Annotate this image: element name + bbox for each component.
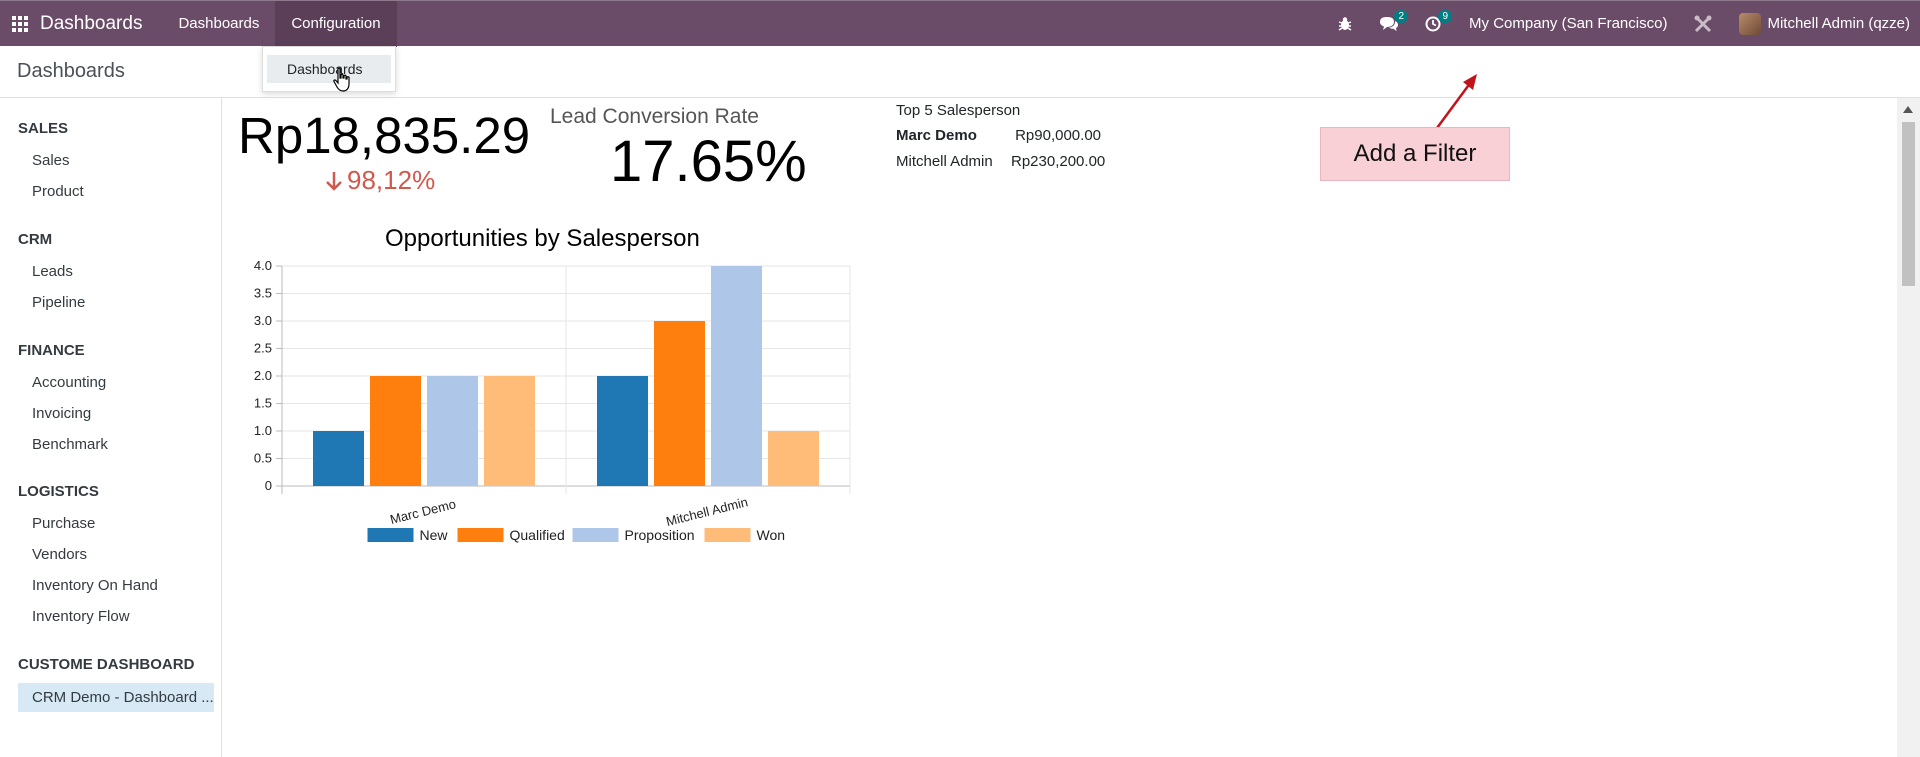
sidebar-section-custome-dashboard: CUSTOME DASHBOARD: [18, 656, 195, 673]
user-menu[interactable]: Mitchell Admin (qzze): [1726, 1, 1920, 47]
activities-icon[interactable]: 9: [1412, 1, 1456, 47]
dropdown-item-dashboards[interactable]: Dashboards: [267, 55, 391, 83]
top-salesperson-widget: Top 5 Salesperson Marc Demo Rp90,000.00 …: [896, 102, 1106, 179]
salesperson-amount: Rp90,000.00: [1015, 127, 1101, 144]
sidebar-section-crm: CRM: [18, 231, 53, 248]
legend-label: New: [420, 527, 449, 543]
scroll-thumb[interactable]: [1902, 122, 1915, 286]
debug-icon[interactable]: [1324, 1, 1366, 47]
chart-title: Opportunities by Salesperson: [385, 225, 700, 252]
bar: [370, 376, 421, 486]
salesperson-name: Marc Demo: [896, 127, 977, 144]
dashboard-content: Rp18,835.29 98,12% Lead Conversion Rate …: [222, 98, 1897, 757]
salesperson-name: Mitchell Admin: [896, 153, 993, 170]
messages-icon[interactable]: 2: [1366, 1, 1412, 47]
legend-swatch: [367, 528, 414, 542]
tools-icon[interactable]: [1680, 1, 1726, 47]
sidebar-item-sales[interactable]: Sales: [32, 152, 70, 169]
avatar: [1739, 12, 1762, 35]
sidebar-item-vendors[interactable]: Vendors: [32, 546, 88, 563]
y-tick-label: 2.0: [254, 368, 272, 383]
table-row: Marc Demo Rp90,000.00: [896, 127, 1101, 153]
sidebar-section-sales: SALES: [18, 120, 69, 137]
apps-menu-icon[interactable]: [0, 1, 40, 47]
sidebar-item-purchase[interactable]: Purchase: [32, 515, 96, 532]
sidebar-item-inventory-on-hand[interactable]: Inventory On Hand: [32, 577, 158, 594]
y-tick-label: 0.5: [254, 451, 272, 466]
lead-conversion-label: Lead Conversion Rate: [550, 105, 759, 128]
x-tick-label: Marc Demo: [389, 496, 458, 527]
scrollbar[interactable]: [1897, 98, 1920, 757]
y-tick-label: 3.0: [254, 313, 272, 328]
x-tick-label: Mitchell Admin: [664, 494, 749, 529]
top-salesperson-title: Top 5 Salesperson: [896, 102, 1021, 119]
app-brand[interactable]: Dashboards: [40, 12, 143, 34]
bar: [768, 431, 819, 486]
activities-badge: 9: [1438, 9, 1453, 23]
legend-label: Qualified: [510, 527, 565, 543]
sidebar-item-leads[interactable]: Leads: [32, 263, 73, 280]
kpi-change-value: 98,12%: [347, 165, 436, 195]
kpi-amount: Rp18,835.29: [238, 107, 531, 164]
kpi-change: 98,12%: [325, 165, 435, 196]
legend-label: Proposition: [625, 527, 695, 543]
bar: [597, 376, 648, 486]
table-row: Mitchell Admin Rp230,200.00: [896, 153, 1106, 179]
messages-badge: 2: [1394, 9, 1409, 23]
bar: [654, 321, 705, 486]
sidebar-item-invoicing[interactable]: Invoicing: [32, 405, 92, 422]
sidebar-item-inventory-flow[interactable]: Inventory Flow: [32, 608, 130, 625]
y-tick-label: 4.0: [254, 258, 272, 273]
menu-configuration[interactable]: Configuration: [275, 0, 397, 47]
arrow-down-icon: [326, 171, 342, 191]
salesperson-amount: Rp230,200.00: [1011, 153, 1106, 170]
sidebar-item-pipeline[interactable]: Pipeline: [32, 294, 86, 311]
bar: [711, 266, 762, 486]
sidebar-item-benchmark[interactable]: Benchmark: [32, 436, 108, 453]
company-switcher[interactable]: My Company (San Francisco): [1469, 15, 1668, 32]
opportunities-bar-chart: 0 0.5 1.0 1.5 2.0 2.5 3.0 3.5 4.0 Marc Demo Mitche…: [254, 258, 851, 543]
sidebar-item-product[interactable]: Product: [32, 183, 84, 200]
y-tick-label: 3.5: [254, 286, 272, 301]
sidebar-item-crm-demo-dashboard[interactable]: CRM Demo - Dashboard ...: [18, 683, 214, 712]
bar: [484, 376, 535, 486]
sidebar-section-finance: FINANCE: [18, 342, 85, 359]
y-tick-label: 1.5: [254, 396, 272, 411]
breadcrumb: Dashboards: [17, 60, 125, 82]
scroll-up-icon[interactable]: [1903, 106, 1913, 113]
bar: [313, 431, 364, 486]
y-tick-label: 0: [265, 478, 272, 493]
legend-swatch: [704, 528, 751, 542]
add-filter-callout: Add a Filter: [1320, 127, 1510, 181]
sidebar-item-accounting[interactable]: Accounting: [32, 374, 107, 391]
y-tick-label: 1.0: [254, 423, 272, 438]
y-tick-label: 2.5: [254, 341, 272, 356]
top-navbar: Dashboards Dashboards Configuration 2 9 …: [0, 0, 1920, 47]
menu-dashboards[interactable]: Dashboards: [178, 15, 260, 32]
legend-label: Won: [757, 527, 786, 543]
control-panel: Dashboards: [0, 46, 1920, 98]
legend-swatch: [572, 528, 619, 542]
bar: [427, 376, 478, 486]
user-name: Mitchell Admin (qzze): [1767, 15, 1910, 32]
callout-arrow-icon: [1435, 74, 1477, 129]
configuration-dropdown: Dashboards: [262, 46, 396, 92]
sidebar: SALES Sales Product CRM Leads Pipeline F…: [0, 98, 222, 757]
legend-swatch: [457, 528, 504, 542]
lead-conversion-value: 17.65%: [610, 129, 807, 194]
sidebar-section-logistics: LOGISTICS: [18, 483, 99, 500]
hand-cursor-icon: [333, 67, 350, 92]
